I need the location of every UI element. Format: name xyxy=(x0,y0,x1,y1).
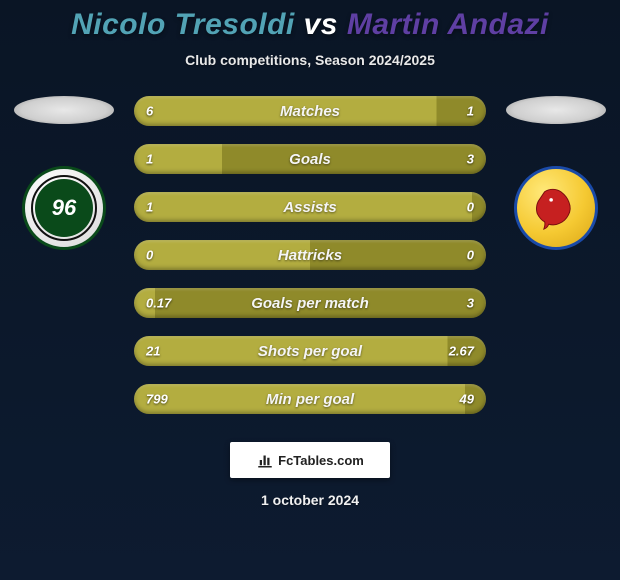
stat-bar: 1 Goals 3 xyxy=(134,144,486,174)
stat-bar: 799 Min per goal 49 xyxy=(134,384,486,414)
stat-label: Matches xyxy=(280,103,340,120)
stat-right-value: 0 xyxy=(467,248,474,263)
stat-bar: 6 Matches 1 xyxy=(134,96,486,126)
stat-bar: 1 Assists 0 xyxy=(134,192,486,222)
stat-right-value: 3 xyxy=(467,152,474,167)
stat-right-value: 49 xyxy=(460,392,474,407)
date-text: 1 october 2024 xyxy=(0,492,620,508)
comparison-card: Nicolo Tresoldi vs Martin Andazi Club co… xyxy=(0,0,620,580)
stat-right-value: 0 xyxy=(467,200,474,215)
stat-bar: 21 Shots per goal 2.67 xyxy=(134,336,486,366)
right-shadow-ellipse xyxy=(506,96,606,124)
vs-text: vs xyxy=(304,8,338,41)
stat-left-value: 1 xyxy=(146,200,153,215)
stat-label: Shots per goal xyxy=(258,343,362,360)
hannover-96-crest: 96 xyxy=(22,166,106,250)
player2-name: Martin Andazi xyxy=(347,8,549,41)
watermark-text: FcTables.com xyxy=(278,453,364,468)
stat-label: Goals per match xyxy=(251,295,369,312)
stat-right-value: 3 xyxy=(467,296,474,311)
stat-left-value: 0.17 xyxy=(146,296,171,311)
crest-ring xyxy=(31,175,97,241)
stat-label: Min per goal xyxy=(266,391,354,408)
eintracht-braunschweig-crest xyxy=(514,166,598,250)
left-shadow-ellipse xyxy=(14,96,114,124)
stat-left-value: 0 xyxy=(146,248,153,263)
page-title: Nicolo Tresoldi vs Martin Andazi xyxy=(0,8,620,42)
stat-right-value: 1 xyxy=(467,104,474,119)
fctables-watermark: FcTables.com xyxy=(230,442,390,478)
stat-bars: 6 Matches 1 1 Goals 3 1 Assists 0 0 Hattricks 0 0.17… xyxy=(134,96,486,414)
main-row: 96 6Matches11Goals31Assists00Hattricks00… xyxy=(0,96,620,414)
stat-left-value: 1 xyxy=(146,152,153,167)
stat-bar: 0 Hattricks 0 xyxy=(134,240,486,270)
stat-label: Goals xyxy=(289,151,331,168)
stat-right-value: 2.67 xyxy=(449,344,474,359)
stat-bar: 0.17 Goals per match 3 xyxy=(134,288,486,318)
bar-chart-icon xyxy=(256,451,274,469)
stat-left-value: 6 xyxy=(146,104,153,119)
right-crest-column xyxy=(504,96,608,250)
player1-name: Nicolo Tresoldi xyxy=(71,8,295,41)
subtitle: Club competitions, Season 2024/2025 xyxy=(0,52,620,68)
left-crest-column: 96 xyxy=(12,96,116,250)
stat-label: Hattricks xyxy=(278,247,342,264)
stat-label: Assists xyxy=(283,199,336,216)
stat-left-value: 21 xyxy=(146,344,160,359)
lion-icon xyxy=(530,182,582,234)
stat-left-value: 799 xyxy=(146,392,168,407)
